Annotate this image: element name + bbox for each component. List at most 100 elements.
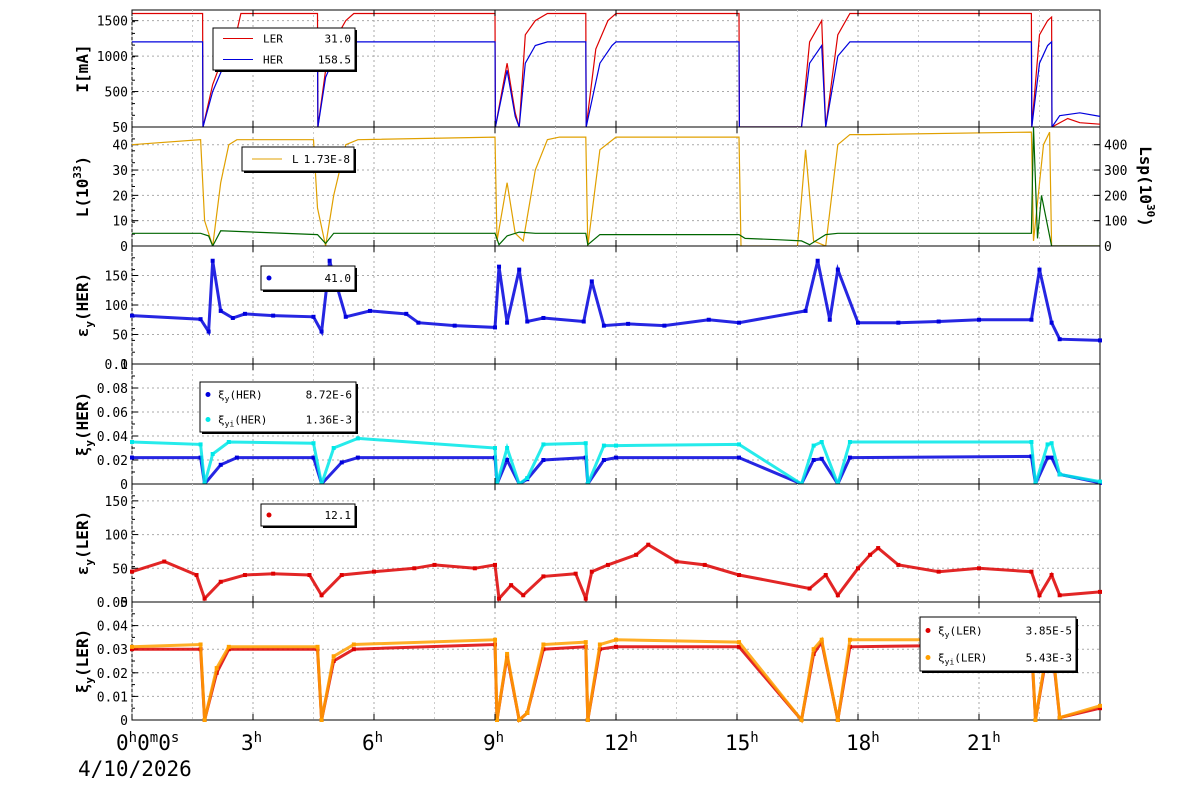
data-point bbox=[1057, 593, 1062, 598]
data-point bbox=[799, 718, 804, 722]
data-point bbox=[412, 566, 417, 571]
data-point bbox=[1098, 703, 1102, 708]
data-point bbox=[214, 666, 219, 671]
y2-axis-label: Lsp(1030) bbox=[1136, 146, 1157, 227]
data-point bbox=[1098, 479, 1102, 484]
y-tick-label: 10 bbox=[112, 215, 128, 230]
data-point bbox=[315, 644, 320, 649]
legend-label: HER bbox=[263, 54, 283, 67]
data-point bbox=[835, 718, 840, 722]
data-point bbox=[130, 569, 134, 574]
y-tick-label: 0 bbox=[120, 358, 128, 373]
data-point bbox=[614, 443, 618, 448]
data-point bbox=[525, 319, 530, 324]
y-tick-label: 0.01 bbox=[97, 690, 128, 705]
data-point bbox=[198, 317, 203, 322]
data-point bbox=[605, 562, 610, 567]
y2-axis-label-tail: ) bbox=[1136, 217, 1155, 227]
data-point bbox=[662, 323, 667, 328]
data-point bbox=[311, 314, 316, 319]
legend-swatch bbox=[925, 655, 931, 660]
data-point bbox=[319, 329, 324, 334]
legend: 12.1 bbox=[260, 503, 357, 528]
y-tick-label: 20 bbox=[112, 189, 128, 204]
data-point bbox=[130, 313, 134, 318]
y-axis-label-main: ξ bbox=[73, 684, 92, 694]
data-point bbox=[230, 315, 235, 320]
series-band-1 bbox=[131, 542, 1101, 604]
x-tick-label: 12h bbox=[604, 730, 638, 755]
legend-swatch bbox=[266, 275, 272, 281]
data-point bbox=[1049, 455, 1054, 460]
data-point bbox=[847, 637, 852, 642]
data-point bbox=[497, 264, 502, 269]
legend-value: 158.5 bbox=[318, 54, 351, 67]
data-point bbox=[847, 455, 852, 460]
data-point bbox=[541, 315, 546, 320]
data-point bbox=[977, 566, 981, 571]
data-point bbox=[646, 542, 651, 547]
data-point bbox=[541, 642, 546, 647]
y-axis-label: I[mA] bbox=[73, 44, 92, 92]
date-label: 4/10/2026 bbox=[78, 757, 192, 781]
data-point bbox=[271, 571, 276, 576]
data-point bbox=[210, 258, 215, 263]
data-point bbox=[493, 637, 497, 642]
data-point bbox=[493, 446, 497, 450]
data-point bbox=[1037, 267, 1042, 272]
data-point bbox=[210, 452, 215, 456]
data-point bbox=[737, 644, 742, 649]
data-point bbox=[811, 647, 816, 652]
data-point bbox=[597, 642, 602, 647]
x-tick-label: 18h bbox=[846, 730, 880, 755]
y-axis-label-tail: (LER) bbox=[73, 629, 92, 677]
data-point bbox=[505, 320, 510, 325]
data-point bbox=[271, 313, 276, 318]
legend-value: 8.72E-6 bbox=[306, 389, 352, 402]
y-axis-label-main: L(10 bbox=[73, 179, 92, 218]
data-point bbox=[194, 573, 199, 578]
data-point bbox=[737, 640, 742, 645]
legend-box bbox=[260, 265, 356, 291]
y2-axis-label-main: Lsp(10 bbox=[1136, 146, 1155, 204]
y-tick-label: 0.04 bbox=[97, 430, 128, 445]
legend-box bbox=[260, 503, 356, 527]
data-point bbox=[737, 442, 742, 447]
data-point bbox=[198, 642, 203, 647]
data-point bbox=[1029, 440, 1034, 444]
panel-1: 50 500 1000 1500 I[mA] LER 31.0 HER 158.5 bbox=[73, 9, 1101, 136]
data-point bbox=[601, 458, 606, 462]
data-point bbox=[583, 640, 588, 645]
legend: L 1.73E-8 bbox=[241, 146, 356, 173]
legend: ξy(HER) 8.72E-6 ξyi(HER) 1.36E-3 bbox=[199, 381, 358, 434]
legend-value: 41.0 bbox=[325, 272, 352, 285]
legend-swatch bbox=[925, 628, 931, 633]
y-axis-label: ξy(HER) bbox=[73, 392, 96, 456]
data-point bbox=[581, 319, 586, 324]
data-point bbox=[218, 308, 223, 313]
legend-label: LER bbox=[263, 33, 283, 46]
series-line-her bbox=[132, 40, 1101, 129]
data-point bbox=[206, 329, 211, 334]
data-point bbox=[234, 455, 239, 460]
x-tick-label: 15h bbox=[725, 730, 759, 755]
data-point bbox=[634, 552, 639, 557]
data-point bbox=[218, 579, 223, 584]
data-point bbox=[868, 552, 873, 557]
panel-5: 0 50 100 150 εy(LER) 12.1 bbox=[73, 483, 1102, 611]
data-point bbox=[319, 593, 324, 598]
data-point bbox=[856, 320, 860, 325]
legend: ξy(LER) 3.85E-5 ξyi(LER) 5.43E-3 bbox=[919, 616, 1078, 673]
legend-value: 1.36E-3 bbox=[306, 414, 352, 427]
data-point bbox=[242, 311, 247, 316]
data-point bbox=[495, 718, 500, 722]
series-band-1 bbox=[131, 260, 1101, 342]
data-point bbox=[626, 321, 631, 326]
data-point bbox=[614, 637, 618, 642]
data-point bbox=[307, 573, 312, 578]
data-point bbox=[541, 574, 546, 579]
data-point bbox=[847, 440, 852, 444]
data-point bbox=[198, 442, 203, 447]
